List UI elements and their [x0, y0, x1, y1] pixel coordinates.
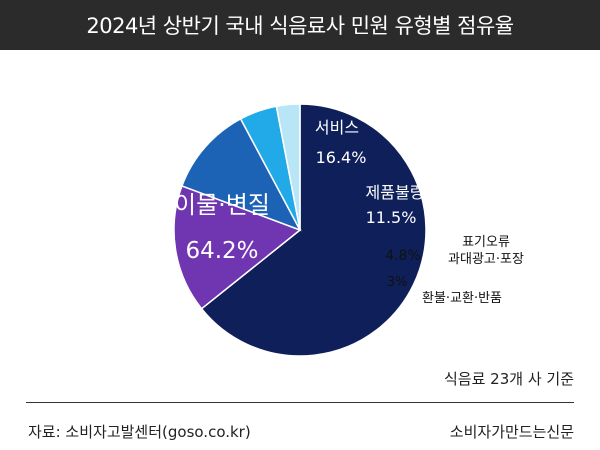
slice-value-label-2: 11.5%	[366, 208, 417, 227]
pie-slice-1	[173, 185, 302, 310]
slice-name-label-4: 환불·교환·반품	[422, 291, 502, 306]
pie-slice-0	[200, 103, 427, 357]
chart-title: 2024년 상반기 국내 식음료사 민원 유형별 점유율	[0, 0, 600, 50]
pie-slice-4	[275, 103, 301, 231]
source-note: 자료: 소비자고발센터(goso.co.kr)	[28, 423, 251, 441]
slice-value-label-1: 16.4%	[316, 148, 367, 167]
pie-slice-2	[180, 117, 302, 232]
basis-note: 식음료 23개 사 기준	[444, 370, 574, 388]
publisher-name: 소비자가만드는신문	[449, 423, 574, 441]
slice-name-label-3: 표기오류 과대광고·포장	[448, 235, 524, 267]
slice-name-label-2: 제품불량	[366, 183, 425, 202]
pie-chart: 이물·변질 64.2% 서비스 16.4% 제품불량 11.5% 표기오류 과대광고·포장 4.…	[173, 103, 524, 357]
slice-name-label-0: 이물·변질	[174, 191, 270, 219]
slice-value-label-4: 3%	[387, 275, 408, 290]
slice-value-label-3: 4.8%	[385, 248, 421, 264]
divider	[26, 402, 574, 403]
slice-name-label-1: 서비스	[315, 118, 359, 137]
slice-value-label-0: 64.2%	[185, 238, 258, 264]
